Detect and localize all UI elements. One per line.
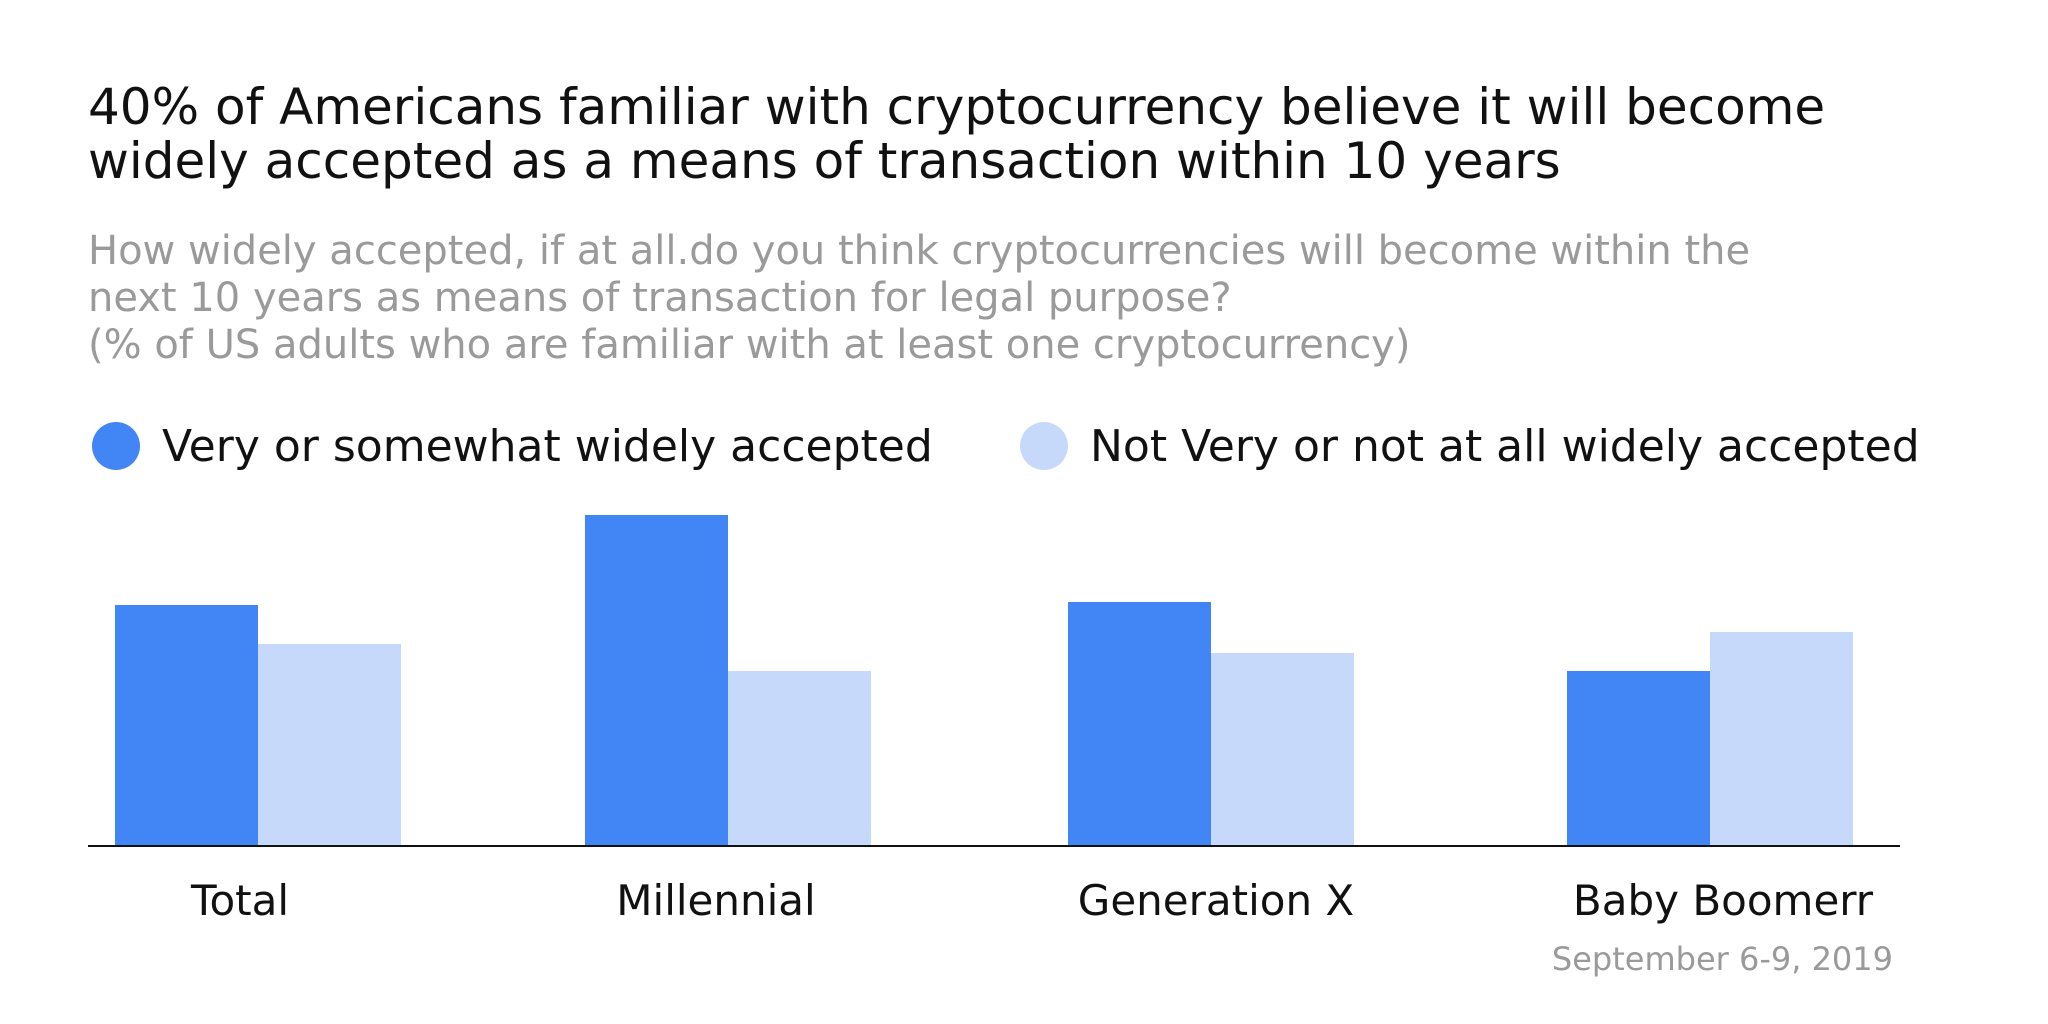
- legend-item-series-2: Not Very or not at all widely accepted: [1020, 418, 1920, 474]
- legend-swatch-series-2: [1020, 422, 1068, 470]
- bar-series-1-baby-boomerr: [1567, 671, 1710, 845]
- bar-series-2-baby-boomerr: [1710, 632, 1853, 845]
- legend-swatch-series-1: [92, 422, 140, 470]
- bar-series-1-millennial: [585, 515, 728, 845]
- chart-title: 40% of Americans familiar with cryptocur…: [88, 78, 1826, 190]
- bar-series-1-generation-x: [1068, 602, 1211, 845]
- legend-label-series-1: Very or somewhat widely accepted: [162, 420, 933, 472]
- chart-subtitle: How widely accepted, if at all.do you th…: [88, 228, 1751, 368]
- bar-series-2-generation-x: [1211, 653, 1354, 845]
- bar-series-1-total: [115, 605, 258, 845]
- survey-date: September 6-9, 2019: [1551, 940, 1893, 978]
- category-label-baby-boomerr: Baby Boomerr: [1573, 876, 1874, 925]
- bar-series-2-millennial: [728, 671, 871, 845]
- category-label-generation-x: Generation X: [1078, 876, 1354, 925]
- category-label-millennial: Millennial: [616, 876, 815, 925]
- legend-item-series-1: Very or somewhat widely accepted: [92, 418, 933, 474]
- bar-series-2-total: [258, 644, 401, 845]
- category-label-total: Total: [190, 876, 289, 925]
- legend-label-series-2: Not Very or not at all widely accepted: [1090, 420, 1920, 472]
